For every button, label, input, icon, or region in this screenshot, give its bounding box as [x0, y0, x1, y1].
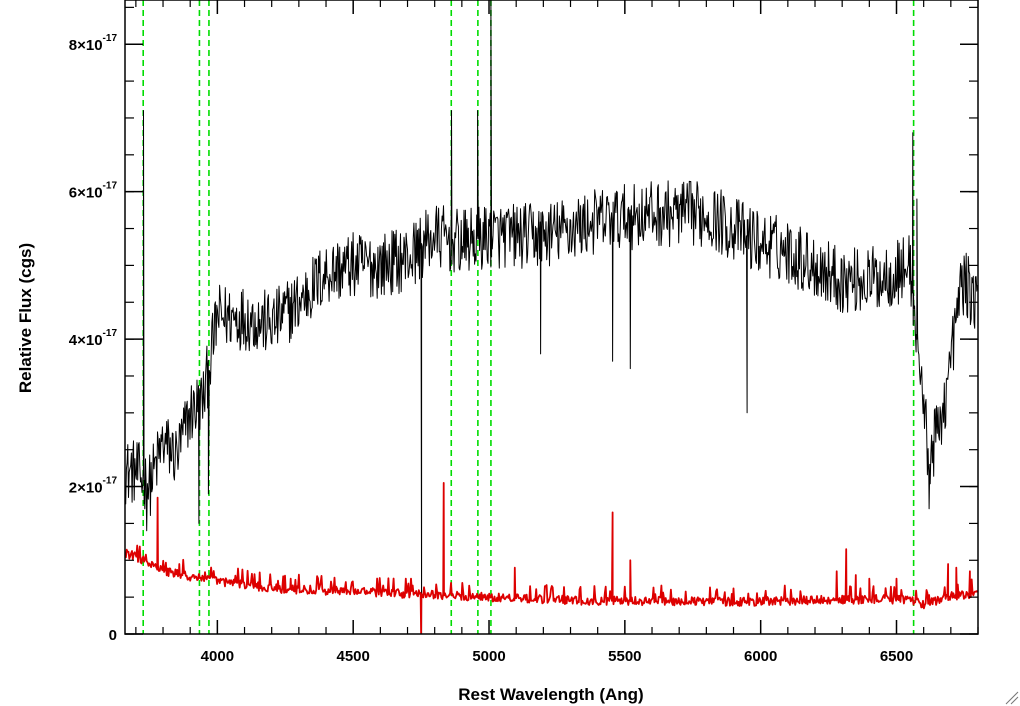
- x-axis: 4000 4500 5000 5500 6000 6500: [135, 0, 979, 665]
- y-axis-label: Relative Flux (cgs): [16, 243, 35, 393]
- y-tick-label: 8×10-17: [69, 33, 118, 54]
- error-series-line: [125, 482, 978, 634]
- y-tick-label: 0: [109, 627, 117, 644]
- y-axis: 0 2×10-17 4×10-17 6×10-17 8×10-17: [69, 6, 978, 644]
- resize-grip-icon[interactable]: [1005, 691, 1019, 705]
- x-tick-label: 5500: [608, 648, 641, 665]
- x-tick-label: 6000: [744, 648, 777, 665]
- spectrum-series-line: [125, 0, 978, 634]
- y-tick-label: 4×10-17: [69, 328, 118, 349]
- x-tick-label: 4500: [337, 648, 370, 665]
- plot-frame: [124, 0, 979, 635]
- x-axis-label: Rest Wavelength (Ang): [458, 685, 643, 704]
- y-tick-label: 2×10-17: [69, 476, 118, 497]
- series-layer: [125, 0, 978, 634]
- x-tick-label: 4000: [201, 648, 234, 665]
- x-tick-label: 6500: [880, 648, 913, 665]
- y-tick-label: 6×10-17: [69, 181, 118, 202]
- x-tick-label: 5000: [472, 648, 505, 665]
